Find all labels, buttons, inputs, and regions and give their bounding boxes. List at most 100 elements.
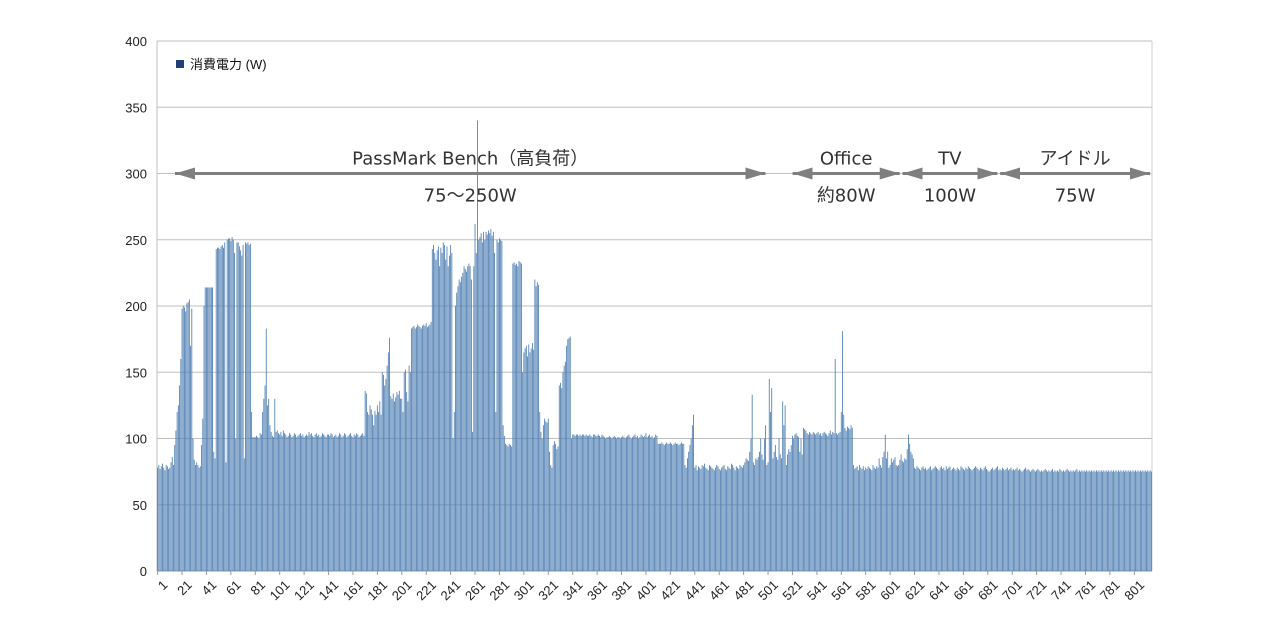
bar xyxy=(403,372,405,571)
bar xyxy=(389,337,391,571)
bar xyxy=(804,429,806,571)
bar xyxy=(340,434,342,571)
bar xyxy=(608,435,610,571)
bar xyxy=(279,434,281,571)
bar xyxy=(1107,471,1108,571)
bar xyxy=(1005,468,1007,571)
bar xyxy=(1067,470,1069,571)
bar xyxy=(171,457,173,571)
bar xyxy=(331,434,333,571)
bar xyxy=(502,425,504,571)
bar xyxy=(529,352,531,571)
bar xyxy=(552,445,554,571)
bar xyxy=(876,466,878,571)
bar xyxy=(538,284,539,571)
bar xyxy=(486,234,488,571)
bar xyxy=(923,468,925,571)
bar xyxy=(500,239,502,571)
x-tick-label: 421 xyxy=(657,577,683,603)
bar xyxy=(717,466,719,571)
bar xyxy=(197,465,199,571)
bar xyxy=(209,287,211,571)
bar xyxy=(414,328,416,571)
bar xyxy=(671,443,673,571)
bar xyxy=(1135,470,1136,571)
bar xyxy=(712,468,714,571)
bar xyxy=(961,467,963,571)
bar xyxy=(627,435,629,571)
bar xyxy=(179,385,181,571)
bar xyxy=(1125,470,1127,571)
bar xyxy=(1028,470,1030,571)
bar xyxy=(969,467,970,571)
bar xyxy=(890,458,892,571)
bar xyxy=(583,434,585,571)
legend-label: 消費電力 (W) xyxy=(190,57,267,72)
bar xyxy=(562,372,564,571)
bar xyxy=(1042,471,1044,571)
bar xyxy=(787,454,789,571)
bar xyxy=(306,434,307,571)
bar xyxy=(588,435,590,571)
bar xyxy=(859,465,861,571)
x-tick-label: 161 xyxy=(340,577,366,603)
bar xyxy=(824,433,826,571)
bar xyxy=(665,443,666,571)
bar xyxy=(892,462,893,571)
bar xyxy=(668,443,670,571)
bar xyxy=(1121,471,1123,571)
bar xyxy=(776,457,778,571)
bar xyxy=(960,466,962,571)
bar xyxy=(724,468,726,571)
bar xyxy=(173,465,174,571)
bar xyxy=(445,259,447,571)
bars xyxy=(157,120,1152,572)
bar xyxy=(831,434,832,571)
bar xyxy=(342,435,344,571)
bar xyxy=(1116,471,1118,571)
bar xyxy=(818,434,820,571)
bar xyxy=(468,263,470,571)
bar xyxy=(715,467,716,571)
bar xyxy=(435,259,437,571)
bar xyxy=(612,437,614,571)
bar xyxy=(198,467,200,571)
bar xyxy=(263,398,265,571)
bar xyxy=(949,466,951,571)
bar xyxy=(1061,471,1063,571)
bar xyxy=(530,348,532,571)
bar xyxy=(574,435,576,571)
bar xyxy=(807,434,809,571)
bar xyxy=(358,437,360,571)
bar xyxy=(975,466,977,571)
bar xyxy=(944,470,946,571)
bar xyxy=(700,468,702,571)
bar xyxy=(1022,470,1024,571)
bar xyxy=(628,434,630,571)
bar xyxy=(478,239,480,571)
bar xyxy=(1100,470,1102,571)
bar xyxy=(828,433,830,571)
bar xyxy=(245,242,246,571)
annotation-label: Office xyxy=(820,149,873,170)
bar xyxy=(862,466,864,571)
bar xyxy=(699,467,701,571)
bar xyxy=(1033,470,1035,571)
bar xyxy=(759,451,760,571)
bar xyxy=(988,471,990,571)
bar xyxy=(793,438,795,571)
bar xyxy=(1105,470,1107,571)
bar xyxy=(522,372,524,571)
bar xyxy=(158,465,160,571)
bar xyxy=(815,434,817,571)
bar xyxy=(728,467,730,571)
x-tick-label: 201 xyxy=(389,577,415,603)
bar xyxy=(844,427,846,571)
bar xyxy=(1071,471,1073,571)
y-tick-label: 150 xyxy=(125,365,147,380)
bar xyxy=(794,434,796,571)
bar xyxy=(457,286,459,571)
bar xyxy=(1096,470,1097,571)
bar xyxy=(987,470,989,571)
bar xyxy=(1048,470,1050,571)
